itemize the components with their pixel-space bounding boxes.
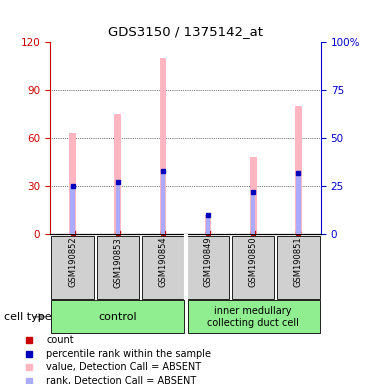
Bar: [232, 235, 275, 299]
Bar: [96, 235, 139, 299]
Bar: [250, 157, 257, 234]
Text: cell type: cell type: [4, 312, 51, 322]
Bar: [296, 173, 301, 234]
Bar: [295, 106, 302, 234]
Text: GSM190849: GSM190849: [204, 237, 213, 288]
Text: percentile rank within the sample: percentile rank within the sample: [46, 349, 211, 359]
Text: count: count: [46, 335, 74, 345]
Text: GSM190853: GSM190853: [113, 237, 122, 288]
Bar: [70, 186, 75, 234]
Bar: [142, 235, 184, 299]
Bar: [206, 215, 210, 234]
Title: GDS3150 / 1375142_at: GDS3150 / 1375142_at: [108, 25, 263, 38]
Text: GSM190854: GSM190854: [158, 237, 167, 288]
Bar: [69, 134, 76, 234]
Bar: [277, 235, 319, 299]
Bar: [52, 300, 184, 333]
Text: GSM190852: GSM190852: [68, 237, 77, 288]
Text: value, Detection Call = ABSENT: value, Detection Call = ABSENT: [46, 362, 201, 372]
Bar: [115, 182, 120, 234]
Bar: [52, 235, 94, 299]
Text: GSM190851: GSM190851: [294, 237, 303, 288]
Bar: [161, 171, 165, 234]
Text: control: control: [98, 312, 137, 322]
Bar: [187, 235, 229, 299]
Bar: [251, 192, 256, 234]
Text: GSM190850: GSM190850: [249, 237, 258, 288]
Bar: [114, 114, 121, 234]
Bar: [160, 58, 166, 234]
Text: inner medullary
collecting duct cell: inner medullary collecting duct cell: [207, 306, 299, 328]
Text: rank, Detection Call = ABSENT: rank, Detection Call = ABSENT: [46, 376, 197, 384]
Bar: [205, 215, 211, 234]
Bar: [188, 300, 319, 333]
